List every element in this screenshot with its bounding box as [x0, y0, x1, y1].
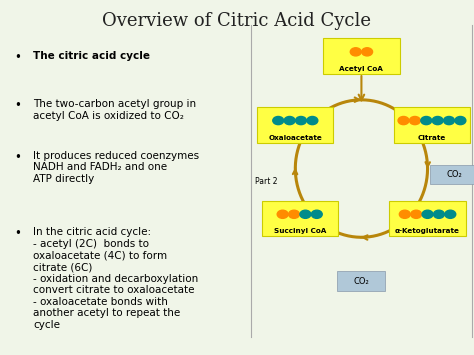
- Circle shape: [277, 210, 288, 218]
- Text: Part 2: Part 2: [255, 176, 277, 186]
- Circle shape: [422, 210, 433, 218]
- Circle shape: [284, 116, 295, 125]
- FancyBboxPatch shape: [257, 107, 333, 143]
- FancyBboxPatch shape: [262, 201, 338, 236]
- Text: Succinyl CoA: Succinyl CoA: [273, 229, 326, 235]
- Circle shape: [433, 210, 444, 218]
- Circle shape: [399, 210, 410, 218]
- Circle shape: [410, 210, 422, 218]
- FancyBboxPatch shape: [394, 107, 470, 143]
- FancyBboxPatch shape: [390, 201, 465, 236]
- Circle shape: [398, 116, 409, 125]
- Circle shape: [311, 210, 322, 218]
- Circle shape: [307, 116, 318, 125]
- Text: The two-carbon acetyl group in
acetyl CoA is oxidized to CO₂: The two-carbon acetyl group in acetyl Co…: [33, 99, 196, 121]
- Circle shape: [296, 116, 306, 125]
- Text: CO₂: CO₂: [446, 170, 462, 179]
- Circle shape: [444, 116, 455, 125]
- FancyBboxPatch shape: [430, 165, 474, 184]
- Circle shape: [362, 48, 373, 56]
- Text: Citrate: Citrate: [418, 135, 446, 141]
- Text: •: •: [14, 227, 21, 240]
- FancyBboxPatch shape: [337, 272, 385, 291]
- Text: •: •: [14, 151, 21, 164]
- Circle shape: [273, 116, 283, 125]
- Circle shape: [432, 116, 443, 125]
- Circle shape: [445, 210, 456, 218]
- Circle shape: [421, 116, 432, 125]
- Text: Oxaloacetate: Oxaloacetate: [268, 135, 322, 141]
- Text: Part 1: Part 1: [448, 176, 470, 186]
- Circle shape: [350, 48, 361, 56]
- Text: CO₂: CO₂: [354, 277, 369, 285]
- Circle shape: [455, 116, 466, 125]
- Text: In the citric acid cycle:
- acetyl (2C)  bonds to
oxaloacetate (4C) to form
citr: In the citric acid cycle: - acetyl (2C) …: [33, 227, 199, 330]
- FancyBboxPatch shape: [323, 38, 400, 74]
- Text: The citric acid cycle: The citric acid cycle: [33, 51, 150, 61]
- Circle shape: [289, 210, 300, 218]
- Text: It produces reduced coenzymes
NADH and FADH₂ and one
ATP directly: It produces reduced coenzymes NADH and F…: [33, 151, 199, 184]
- Text: •: •: [14, 99, 21, 113]
- Text: Overview of Citric Acid Cycle: Overview of Citric Acid Cycle: [102, 12, 372, 31]
- Circle shape: [300, 210, 311, 218]
- Text: Acetyl CoA: Acetyl CoA: [339, 66, 383, 72]
- Text: •: •: [14, 51, 21, 65]
- Circle shape: [410, 116, 420, 125]
- Text: α-Ketoglutarate: α-Ketoglutarate: [395, 229, 460, 235]
